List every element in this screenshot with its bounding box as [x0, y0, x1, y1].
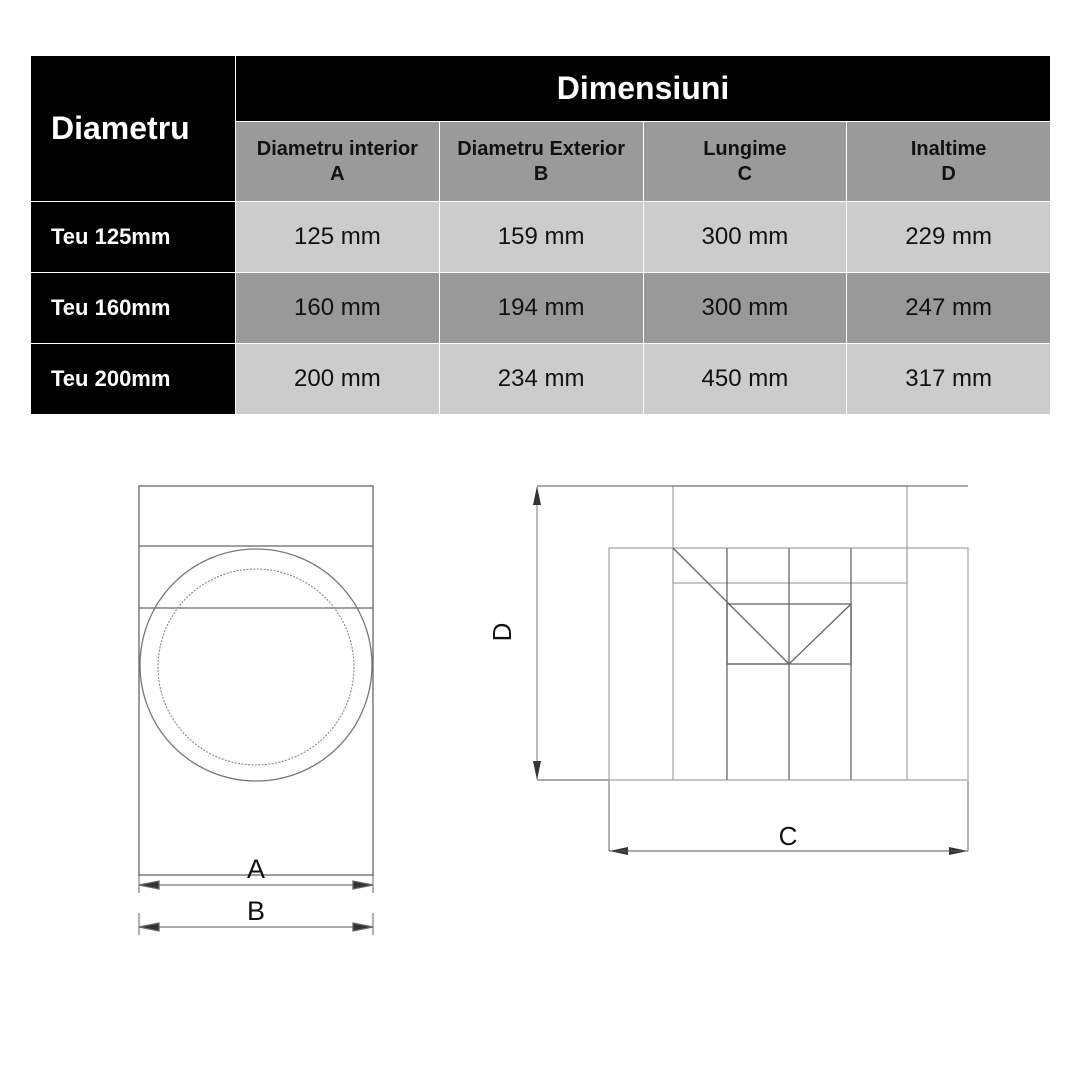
svg-text:B: B [247, 896, 265, 926]
svg-text:A: A [247, 854, 265, 884]
svg-text:C: C [779, 821, 798, 851]
svg-text:D: D [487, 623, 517, 642]
